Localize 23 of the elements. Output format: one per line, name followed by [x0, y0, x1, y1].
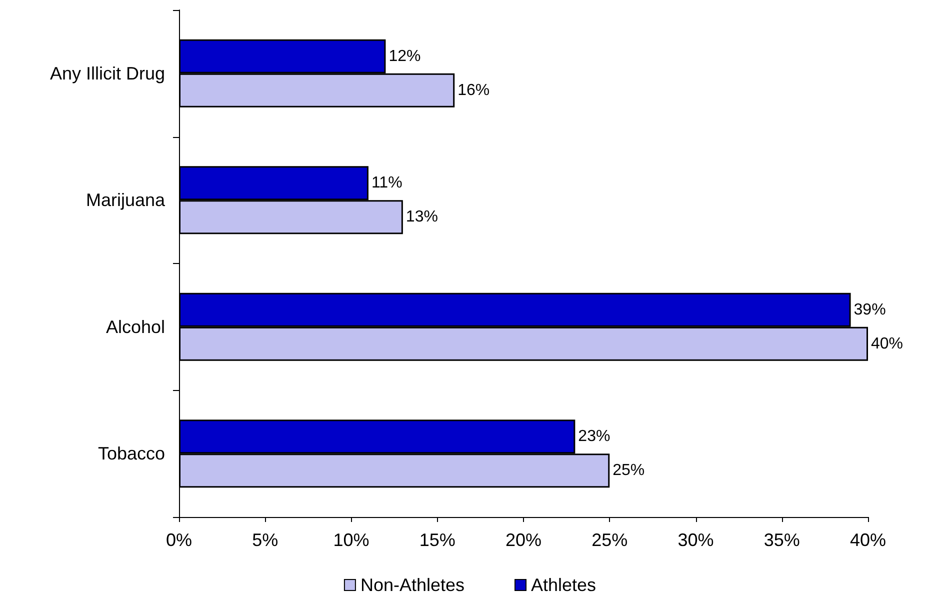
- x-tick-label: 0%: [166, 530, 192, 550]
- x-tick-label: 5%: [252, 530, 278, 550]
- data-label: 23%: [578, 428, 610, 446]
- x-tick-label: 10%: [333, 530, 370, 550]
- x-tick-label: 35%: [764, 530, 800, 550]
- data-label: 13%: [406, 208, 438, 226]
- y-tick-label: Alcohol: [106, 316, 165, 337]
- data-label: 39%: [854, 301, 886, 318]
- legend-label: Athletes: [531, 575, 596, 595]
- x-tick-label: 20%: [505, 530, 542, 550]
- x-tick-label: 25%: [592, 530, 628, 550]
- x-tick-label: 30%: [678, 530, 714, 550]
- data-label: 40%: [871, 335, 904, 352]
- y-tick-label: Marijuana: [86, 190, 166, 210]
- x-tick-label: 40%: [850, 530, 886, 550]
- data-label: 11%: [371, 174, 402, 192]
- legend-label: Non-Athletes: [360, 575, 465, 595]
- data-label: 12%: [388, 48, 421, 65]
- data-label: 16%: [458, 82, 490, 99]
- data-label: 25%: [612, 462, 645, 480]
- y-tick-label: Any Illicit Drug: [50, 63, 165, 84]
- y-tick-label: Tobacco: [98, 444, 165, 464]
- x-tick-label: 15%: [419, 530, 456, 550]
